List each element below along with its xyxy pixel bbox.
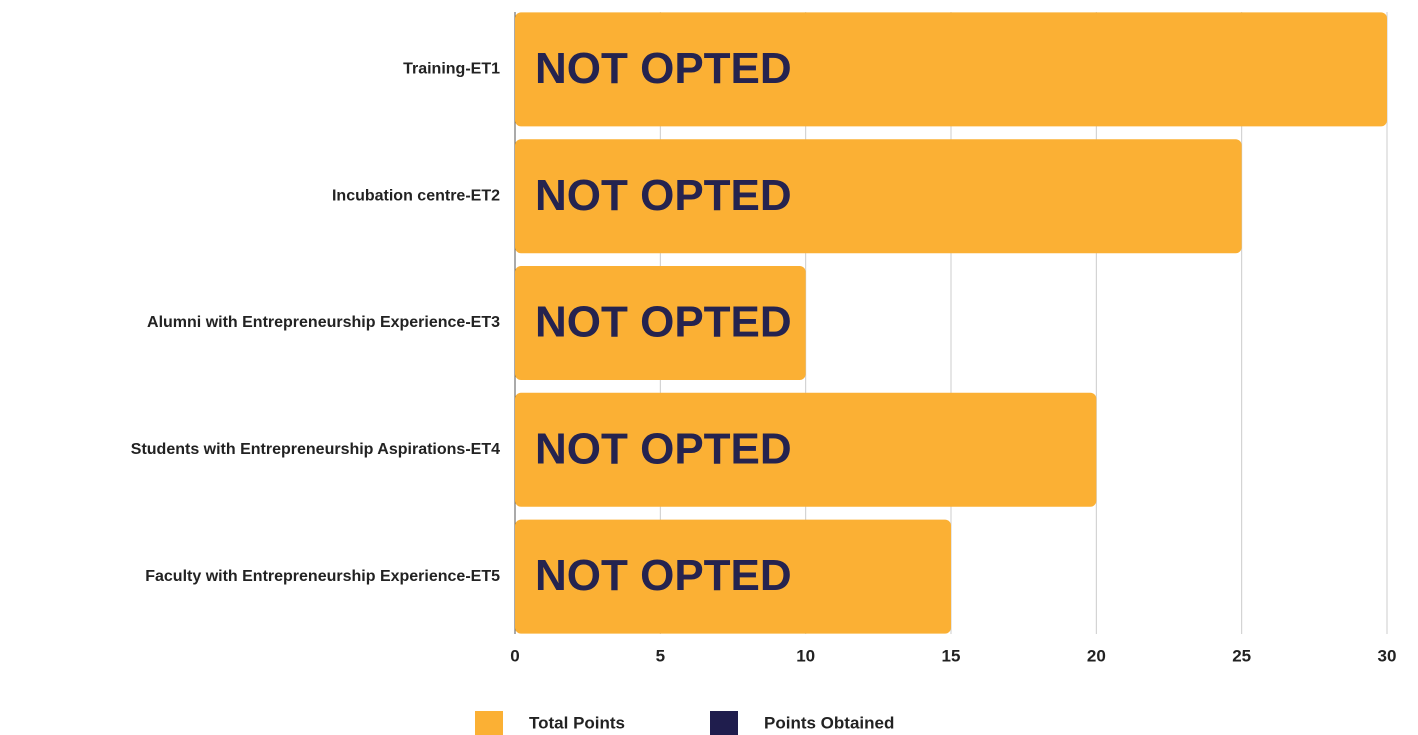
legend-swatch <box>475 711 503 735</box>
legend-swatch <box>710 711 738 735</box>
y-tick-label: Alumni with Entrepreneurship Experience-… <box>147 314 500 331</box>
x-tick-label: 20 <box>1087 646 1106 665</box>
bar <box>515 139 1242 254</box>
x-tick-label: 15 <box>942 646 961 665</box>
bar <box>515 519 951 634</box>
bar <box>515 266 806 380</box>
y-tick-label: Faculty with Entrepreneurship Experience… <box>145 568 500 585</box>
x-tick-label: 30 <box>1378 646 1397 665</box>
bar <box>515 12 1387 127</box>
y-tick-label: Training-ET1 <box>403 61 500 78</box>
x-tick-label: 0 <box>510 646 519 665</box>
annotation: NOT OPTED <box>535 44 792 93</box>
x-tick-label: 5 <box>656 646 665 665</box>
annotation: NOT OPTED <box>535 171 792 220</box>
x-tick-label: 10 <box>796 646 815 665</box>
annotation: NOT OPTED <box>535 424 792 473</box>
bar <box>515 392 1097 507</box>
x-tick-label: 25 <box>1232 646 1251 665</box>
legend-label: Total Points <box>529 713 625 732</box>
annotation: NOT OPTED <box>535 298 792 347</box>
legend-label: Points Obtained <box>764 713 894 732</box>
annotation: NOT OPTED <box>535 551 792 600</box>
y-tick-label: Students with Entrepreneurship Aspiratio… <box>131 441 500 458</box>
y-tick-label: Incubation centre-ET2 <box>332 187 500 204</box>
